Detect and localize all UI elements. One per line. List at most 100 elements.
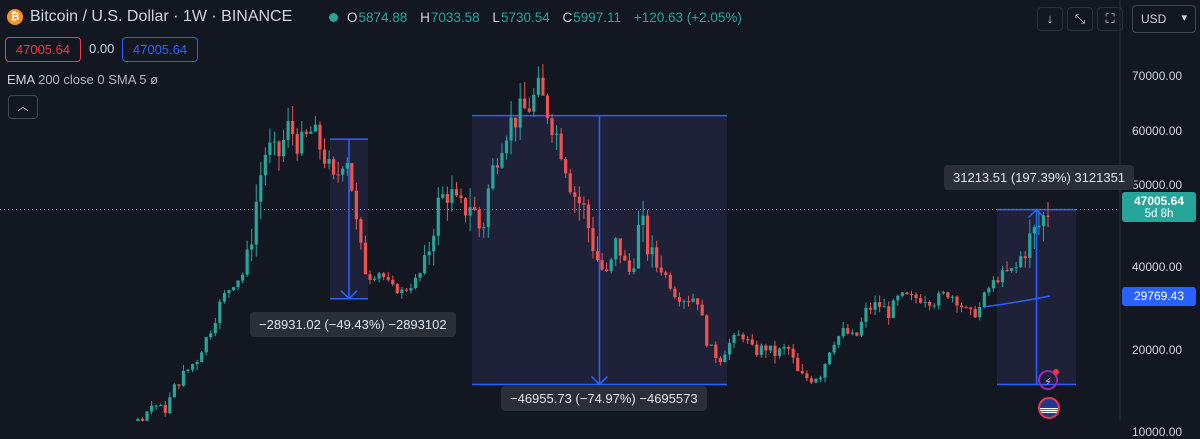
measure-arrowhead (340, 290, 358, 300)
candle (987, 288, 991, 293)
candle (782, 346, 786, 349)
indicator-legend[interactable]: EMA 200 close 0 SMA 5 ø (7, 72, 159, 87)
candle (450, 189, 454, 203)
candle (291, 121, 295, 134)
candle (136, 418, 140, 421)
candle (586, 204, 591, 229)
candle (363, 242, 368, 275)
candle (550, 118, 554, 135)
candle (645, 215, 650, 255)
candle (218, 301, 222, 324)
candle (154, 405, 158, 407)
arrow-down-icon[interactable]: ↓ (1037, 7, 1063, 31)
candle (1014, 267, 1018, 269)
candle (973, 308, 977, 318)
candle (564, 159, 568, 174)
currency-select[interactable]: USD ▾ (1132, 5, 1196, 33)
candle (159, 404, 163, 406)
candle (659, 267, 663, 273)
candle (454, 189, 459, 196)
candle (969, 307, 973, 309)
candle (168, 397, 172, 414)
candle (504, 140, 509, 154)
candle (523, 98, 527, 109)
candle (1037, 225, 1041, 228)
price-chart[interactable] (0, 0, 1200, 421)
candle (896, 295, 900, 301)
alert-bolt-icon[interactable]: ⚡ (1038, 369, 1059, 390)
hidden-eye-icon[interactable]: ø (150, 72, 159, 87)
sell-button[interactable]: 47005.64 (5, 37, 81, 62)
candle (468, 207, 472, 216)
buy-button[interactable]: 47005.64 (122, 37, 198, 62)
measure-label-1[interactable]: −28931.02 (−49.43%) −2893102 (250, 312, 456, 337)
candle (900, 292, 904, 296)
candle (427, 251, 431, 256)
us-flag-event-icon[interactable] (1038, 397, 1060, 419)
candle (682, 301, 686, 303)
candle (436, 197, 440, 236)
candle (354, 190, 358, 220)
candle (391, 279, 395, 285)
price-tick: 40000.00 (1132, 260, 1183, 274)
candle (732, 334, 736, 343)
candle (486, 188, 490, 228)
candle (200, 352, 204, 363)
candle (413, 277, 418, 289)
candle (559, 133, 563, 160)
candle (409, 288, 413, 291)
candle (764, 345, 768, 351)
candle (1023, 256, 1027, 259)
candle (545, 95, 550, 119)
candle (632, 268, 636, 272)
candle (532, 94, 536, 112)
measure-label-2[interactable]: −46955.73 (−74.97%) −4695573 (501, 386, 707, 411)
candle (341, 168, 345, 175)
candle (309, 131, 313, 134)
candle (991, 280, 995, 289)
candle (796, 357, 800, 371)
symbol-title[interactable]: Bitcoin / U.S. Dollar · 1W · BINANCE (30, 8, 293, 25)
candle (327, 159, 331, 164)
candle (518, 98, 522, 128)
price-tick: 70000.00 (1132, 69, 1183, 83)
price-tick: 50000.00 (1132, 178, 1183, 192)
candle (800, 370, 804, 374)
ema-line (984, 295, 1051, 308)
candle (568, 173, 572, 193)
candle (445, 194, 449, 203)
candle (382, 273, 386, 277)
collapse-legend-button[interactable]: ︿ (8, 95, 38, 119)
price-tick: 10000.00 (1132, 425, 1183, 439)
candle (250, 244, 254, 250)
candle (482, 227, 486, 229)
candle (950, 296, 955, 298)
candle (491, 165, 495, 189)
bitcoin-icon: ₿ (7, 9, 23, 25)
candle (923, 301, 927, 303)
candle (386, 276, 390, 280)
candle (463, 198, 468, 216)
measure-label-3[interactable]: 31213.51 (197.39%) 3121351 (944, 165, 1135, 190)
candle (204, 337, 208, 353)
candle (322, 149, 327, 164)
candle (1000, 270, 1005, 283)
market-status-dot[interactable] (329, 13, 338, 22)
chart-header: ₿ Bitcoin / U.S. Dollar · 1W · BINANCE O… (0, 0, 1120, 34)
candle (304, 131, 308, 134)
candle (527, 108, 531, 112)
candle (459, 195, 463, 199)
candle (536, 77, 540, 95)
candle (150, 405, 154, 412)
candle (864, 307, 868, 322)
fullscreen-icon[interactable]: ⛶ (1097, 7, 1123, 31)
candle (814, 378, 818, 383)
candle (882, 306, 886, 308)
candle (591, 228, 595, 252)
chevron-down-icon: ▾ (1181, 12, 1187, 24)
candle (372, 278, 377, 280)
candle (837, 336, 841, 345)
candle (582, 203, 586, 205)
expand-icon[interactable]: ⤡ (1067, 7, 1093, 31)
candle (259, 175, 263, 202)
